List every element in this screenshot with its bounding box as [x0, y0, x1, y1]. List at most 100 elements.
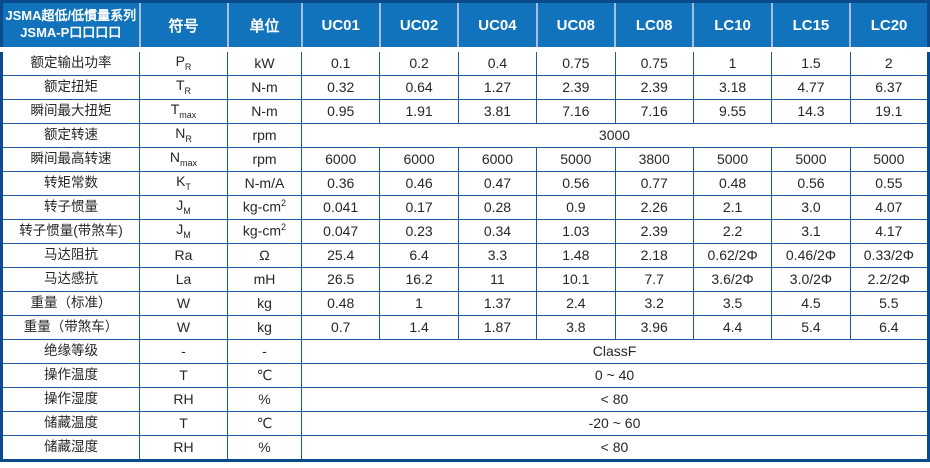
cell-lc08: 2.39: [614, 219, 694, 244]
cell-uc02: 0.64: [379, 75, 459, 100]
row-symbol: JM: [139, 195, 228, 220]
table-title-line1: JSMA超低/低慣量系列: [5, 8, 137, 24]
cell-lc10: 3.18: [692, 75, 773, 100]
row-label: 操作温度: [1, 363, 140, 388]
row-label: 储藏湿度: [1, 435, 140, 461]
row-symbol: W: [139, 315, 228, 340]
cell-lc08: 2.18: [614, 243, 694, 268]
column-header-lc10: LC10: [692, 1, 772, 52]
column-header-lc15: LC15: [770, 1, 851, 52]
cell-lc20: 4.07: [849, 195, 930, 220]
row-label: 马达感抗: [1, 267, 140, 292]
row-span-value: -20 ~ 60: [301, 411, 929, 436]
row-label: 重量（标准）: [1, 291, 140, 316]
table-row: 额定输出功率 PR kW 0.1 0.2 0.4 0.75 0.75 1 1.5 2: [1, 49, 930, 76]
cell-uc01: 0.95: [300, 99, 381, 124]
spec-table-body: 额定输出功率 PR kW 0.1 0.2 0.4 0.75 0.75 1 1.5 2 额定扭矩 TR N-…: [1, 49, 930, 461]
row-label: 储藏温度: [1, 411, 140, 436]
row-label: 转子惯量: [1, 195, 140, 220]
row-span-value: < 80: [301, 435, 929, 461]
table-row: 马达感抗 La mH 26.5 16.2 11 10.1 7.7 3.6/2Φ 3.0/2Φ 2.2…: [1, 267, 930, 292]
row-label: 瞬间最高转速: [1, 147, 140, 172]
column-header-uc08: UC08: [535, 1, 615, 52]
cell-uc08: 2.4: [536, 291, 616, 316]
row-symbol: Tmax: [139, 99, 228, 124]
row-unit: kg: [227, 291, 302, 316]
row-unit: rpm: [227, 147, 302, 172]
cell-uc01: 0.1: [300, 49, 381, 76]
column-header-uc01: UC01: [300, 1, 380, 52]
table-row: 储藏温度 T ℃ -20 ~ 60: [1, 411, 929, 436]
cell-uc04: 11: [457, 267, 538, 292]
cell-uc04: 1.37: [457, 291, 538, 316]
cell-uc02: 0.17: [379, 195, 459, 220]
cell-lc15: 1.5: [771, 49, 851, 76]
cell-uc02: 6.4: [379, 243, 459, 268]
cell-uc01: 25.4: [300, 243, 381, 268]
row-label: 额定输出功率: [1, 49, 140, 76]
cell-uc08: 0.75: [536, 49, 616, 76]
row-unit: kg-cm2: [227, 219, 302, 244]
row-label: 重量（带煞车）: [1, 315, 140, 340]
table-row: 转子惯量(带煞车) JM kg-cm2 0.047 0.23 0.34 1.03 2.39 2.…: [1, 219, 930, 244]
cell-lc15: 0.46/2Φ: [771, 243, 851, 268]
table-row: 马达阻抗 Ra Ω 25.4 6.4 3.3 1.48 2.18 0.62/2Φ 0.46/2Φ 0…: [1, 243, 930, 268]
cell-uc01: 0.48: [300, 291, 381, 316]
cell-lc08: 3800: [614, 147, 694, 172]
row-unit: mH: [227, 267, 302, 292]
cell-uc04: 0.28: [457, 195, 538, 220]
cell-lc15: 4.5: [771, 291, 851, 316]
cell-uc04: 0.34: [457, 219, 538, 244]
column-header-uc04: UC04: [457, 1, 537, 52]
row-unit: N-m/A: [227, 171, 302, 196]
cell-uc08: 1.03: [536, 219, 616, 244]
cell-lc20: 0.33/2Φ: [849, 243, 930, 268]
cell-uc08: 5000: [536, 147, 616, 172]
row-label: 绝缘等级: [1, 339, 140, 364]
cell-lc20: 2.2/2Φ: [849, 267, 930, 292]
row-symbol: -: [139, 339, 228, 364]
cell-uc08: 1.48: [536, 243, 616, 268]
table-row: 转子惯量 JM kg-cm2 0.041 0.17 0.28 0.9 2.26 2.1 3.0 4.…: [1, 195, 930, 220]
row-span-value: < 80: [301, 387, 929, 412]
cell-lc20: 6.4: [849, 315, 930, 340]
row-unit: %: [227, 387, 302, 412]
row-label: 转子惯量(带煞车): [1, 219, 140, 244]
cell-lc15: 0.56: [771, 171, 851, 196]
cell-uc04: 0.47: [457, 171, 538, 196]
cell-lc10: 4.4: [692, 315, 773, 340]
cell-lc08: 7.7: [614, 267, 694, 292]
row-label: 额定扭矩: [1, 75, 140, 100]
cell-lc10: 2.2: [692, 219, 773, 244]
header-row: JSMA超低/低慣量系列 JSMA-P口口口口 符号 单位 UC01 UC02 UC…: [1, 1, 929, 52]
row-label: 马达阻抗: [1, 243, 140, 268]
row-unit: kg: [227, 315, 302, 340]
cell-uc02: 6000: [379, 147, 459, 172]
cell-uc08: 2.39: [536, 75, 616, 100]
cell-uc08: 0.56: [536, 171, 616, 196]
cell-lc15: 4.77: [771, 75, 851, 100]
row-symbol: W: [139, 291, 228, 316]
cell-uc04: 6000: [457, 147, 538, 172]
row-symbol: T: [139, 363, 228, 388]
cell-uc04: 3.3: [457, 243, 538, 268]
cell-lc20: 6.37: [849, 75, 930, 100]
row-symbol: JM: [139, 219, 228, 244]
cell-lc15: 5.4: [771, 315, 851, 340]
column-header-unit: 单位: [226, 1, 302, 52]
row-span-value: 0 ~ 40: [301, 363, 929, 388]
cell-uc01: 0.041: [300, 195, 381, 220]
cell-lc20: 5000: [849, 147, 930, 172]
row-unit: rpm: [227, 123, 302, 148]
cell-lc15: 3.1: [771, 219, 851, 244]
cell-uc04: 1.27: [457, 75, 538, 100]
row-label: 操作湿度: [1, 387, 140, 412]
row-unit: kW: [227, 49, 302, 76]
cell-lc08: 0.75: [614, 49, 694, 76]
cell-lc10: 3.5: [692, 291, 773, 316]
table-row: 储藏湿度 RH% < 80: [1, 435, 929, 461]
column-header-lc08: LC08: [613, 1, 694, 52]
table-row: 瞬间最大扭矩 Tmax N-m 0.95 1.91 3.81 7.16 7.16 9.55 14.…: [1, 99, 930, 124]
